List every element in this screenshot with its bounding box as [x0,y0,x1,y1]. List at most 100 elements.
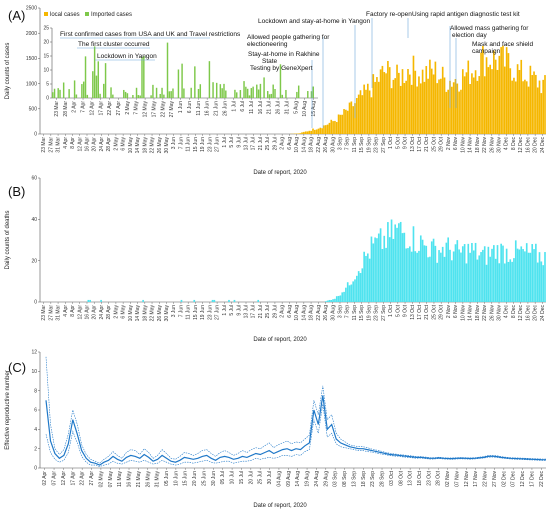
deaths-bar [529,252,532,302]
panel-c-label: (C) [8,360,26,375]
deaths-bar [361,268,364,302]
imported-cases-bar [263,77,265,98]
annot-election-day-2: election day [452,32,487,39]
local-cases-bar [467,60,470,134]
panel-b-x-tick-label: 10 Nov [460,305,466,321]
deaths-bar [542,265,544,302]
panel-c-x-tick-label: 07 May [108,471,114,488]
panel-a-x-tick-label: 5 Oct [395,136,401,149]
imported-cases-bar [95,75,98,98]
panel-c-x-tick-label: 02 Dec [501,471,507,487]
deaths-bar [357,271,360,302]
panel-c-x-tick-label: 02 May [98,471,104,488]
imported-cases-bar [181,63,183,98]
local-cases-bar [474,70,477,134]
imported-cases-bar [190,87,192,98]
deaths-bar [511,261,513,302]
deaths-bar [388,237,391,302]
local-cases-bar [502,45,504,134]
local-cases-bar [339,114,342,134]
annot-lockdown-yangon: Lockdown in Yangon [97,53,157,60]
local-cases-bar [536,87,539,134]
local-cases-bar [368,90,371,134]
local-cases-bar [418,76,420,134]
panel-c-x-tick-label: 25 Jun [201,471,207,486]
panel-a-x-tick-label: 3 Jun [171,137,177,149]
imported-cases-bar [234,89,236,98]
deaths-bar [423,245,426,302]
panel-a-x-tick-label: 18 Nov [475,137,481,153]
local-cases-bar [343,109,345,134]
deaths-bar [399,221,402,302]
deaths-bar [527,252,530,302]
local-cases-bar [461,69,464,134]
imported-cases-bar [245,86,247,98]
imported-cases-bar [177,69,180,98]
panel-b-x-tick-label: 5 Jul [229,305,235,316]
panel-b-x-tick-label: 11 Sep [352,305,358,321]
panel-c-x-tick-label: 27 Nov [492,471,498,487]
legend-swatch-local [44,12,48,16]
local-cases-bar [366,83,369,134]
deaths-bar [193,299,196,302]
inset-x-tick-label: 17 Apr [98,101,104,116]
panel-a-x-tick-label: 15 Sep [359,137,365,153]
panel-c-y-tick-label: 6 [34,408,37,414]
local-cases-bar [352,106,355,134]
local-cases-bar [401,69,404,134]
local-cases-bar [399,85,402,134]
panel-b-x-tick-label: 19 Jun [200,305,206,320]
panel-b-x-tick-label: 7 Sep [345,305,351,318]
imported-cases-bar [132,95,134,98]
inset-x-tick-label: 27 Apr [116,101,122,116]
inset-y-tick-label: 25 [43,26,49,32]
panel-b-x-tick-label: 26 May [157,305,163,322]
panel-b-x-tick-label: 8 Dec [511,305,517,319]
deaths-bar [452,251,455,302]
inset-x-tick-label: 6 Jun [187,101,193,113]
panel-b-x-tick-label: 12 Dec [518,305,524,321]
inset-x-tick-label: 11 Jul [249,101,255,114]
imported-cases-bar [243,81,245,98]
local-cases-bar [346,110,349,134]
local-cases-bar [377,81,380,134]
deaths-bar [469,252,471,302]
panel-c-x-tick-label: 12 Apr [61,471,67,486]
imported-cases-bar [97,61,100,98]
panel-c-x-tick-label: 17 Nov [473,471,479,487]
panel-c-x-tick-label: 11 May [117,471,123,488]
panel-c-y-tick-label: 2 [34,446,37,452]
inset-x-tick-label: 31 Jul [284,101,290,114]
inset-x-tick-label: 12 Apr [89,101,95,116]
deaths-bar [465,263,468,302]
local-cases-bar [535,74,537,134]
panel-c-y-tick-label: 0 [34,466,37,472]
deaths-bar [343,291,345,302]
inset-x-tick-label: 16 Jun [205,101,211,116]
panel-b-x-tick-label: 1 Oct [388,304,394,317]
legend-label-imported: Imported cases [91,12,132,18]
deaths-bar [354,279,356,302]
deaths-bar [434,245,437,302]
imported-cases-bar [110,87,112,98]
panel-a-x-tick-label: 20 Dec [533,137,539,153]
imported-cases-bar [82,81,85,98]
local-cases-bar [427,78,429,134]
annot-first-cluster: The first cluster occurred [78,41,150,48]
local-cases-bar [314,129,316,134]
panel-c-x-tick-label: 15 Jul [239,471,245,484]
panel-a-y-axis-title: Daily counts of cases [5,43,11,100]
deaths-bar [533,249,535,302]
deaths-bar [503,263,506,302]
deaths-bar [483,246,486,302]
imported-cases-bar [297,85,300,98]
imported-cases-bar [272,84,274,98]
panel-c-x-tick-label: 02 Apr [42,471,48,486]
annot-rakhine-1: Stay-at-home in Rakhine [248,51,320,58]
imported-cases-bar [73,80,76,98]
imported-cases-bar [183,88,185,98]
deaths-bar [372,243,375,302]
panel-c-x-tick-label: 16 May [127,471,133,488]
deaths-bar [447,237,450,302]
